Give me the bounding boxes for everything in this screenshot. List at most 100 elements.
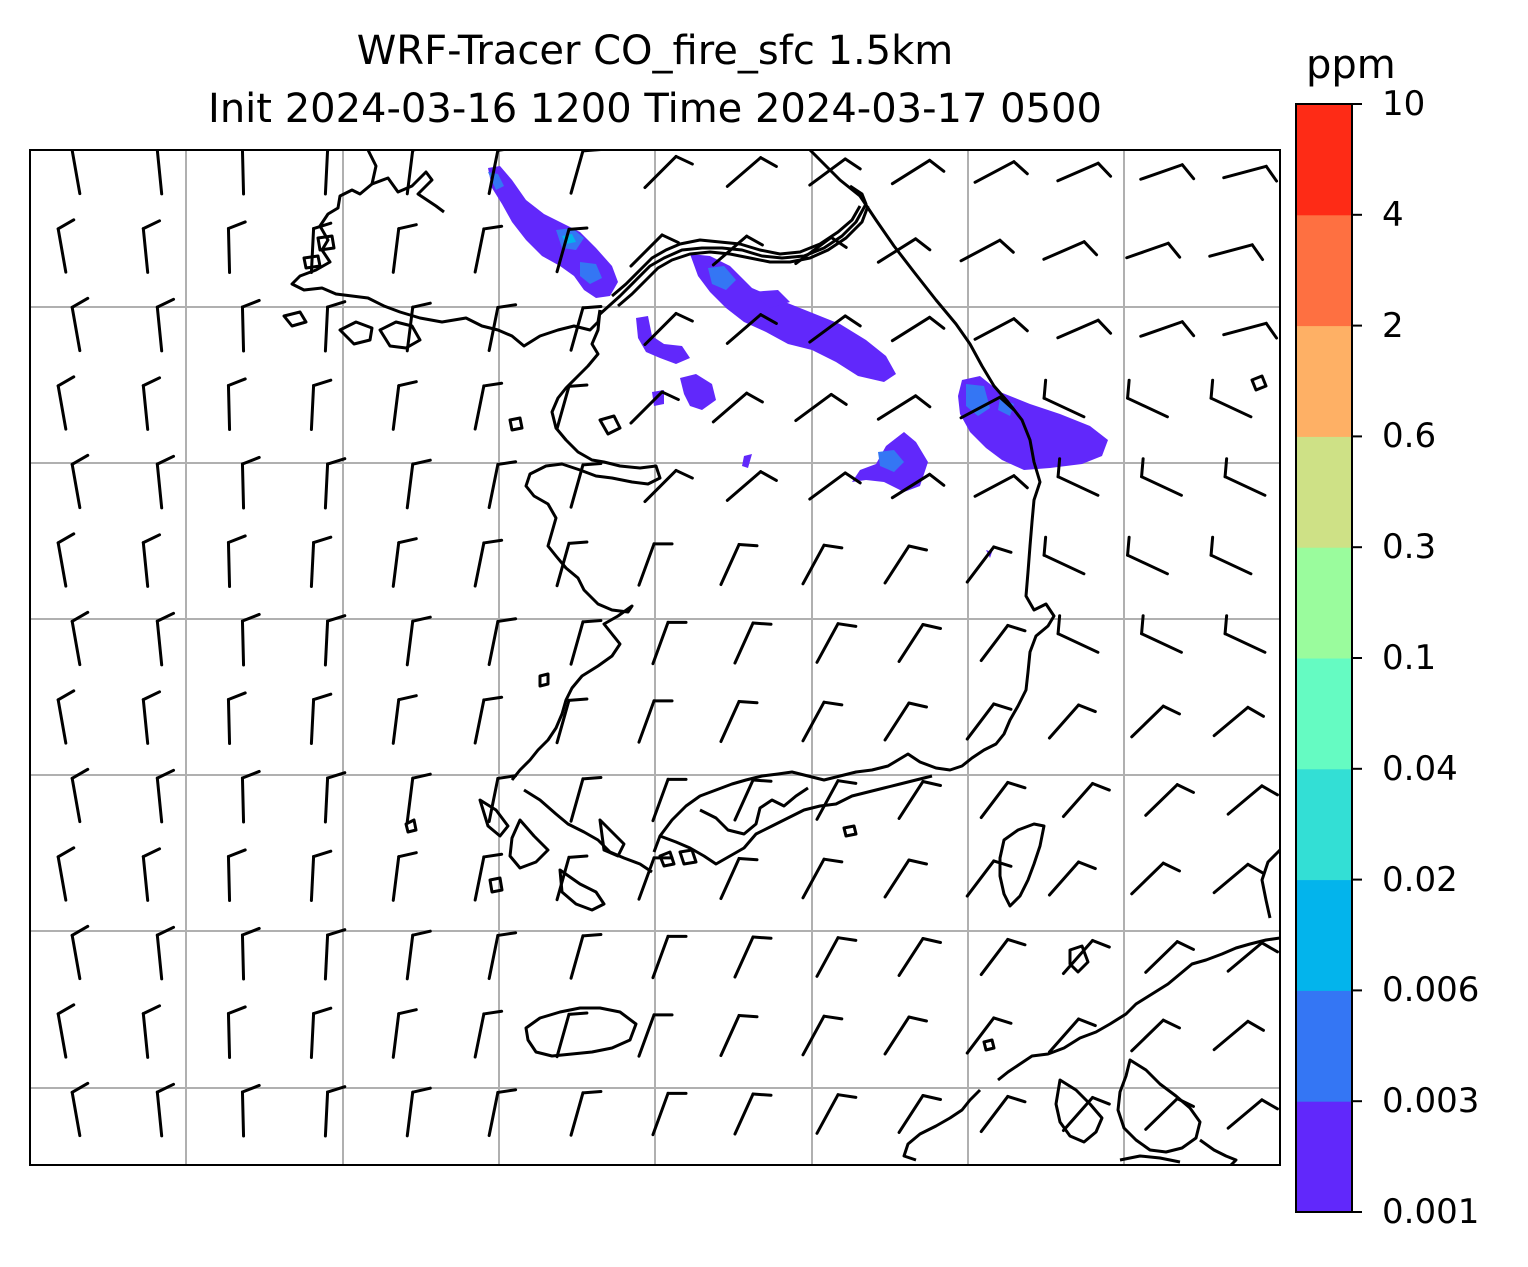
wind-barb: [226, 220, 247, 274]
wind-barb: [725, 313, 778, 345]
wind-barb: [323, 300, 347, 353]
colorbar-band: [1296, 1101, 1352, 1213]
coastline: [902, 1088, 982, 1162]
coastline: [524, 1006, 638, 1058]
wind-barb-feather: [1077, 703, 1097, 714]
wind-barb-shaft: [815, 622, 840, 664]
wind-barb: [637, 856, 674, 901]
wind-barb-feather: [829, 235, 848, 249]
wind-barb: [651, 620, 688, 666]
wind-barb: [1056, 457, 1100, 497]
wind-barb-shaft: [1208, 243, 1254, 258]
wind-barb: [1042, 378, 1086, 419]
wind-barb: [391, 694, 418, 745]
wind-barb: [815, 936, 858, 978]
wind-barb: [569, 618, 603, 666]
wind-barb: [1130, 1018, 1181, 1053]
wind-barb-shaft: [897, 623, 925, 663]
coastline: [404, 818, 418, 834]
colorbar-tick-label: 0.04: [1382, 748, 1458, 789]
wind-barb-feather: [240, 455, 261, 466]
wind-barb-shaft: [155, 933, 164, 981]
wind-barb-shaft: [70, 776, 82, 824]
wind-barb-feather: [155, 150, 161, 152]
wind-barb-shaft: [569, 306, 585, 352]
wind-barb-feather: [907, 1015, 928, 1023]
wind-barb-feather: [1223, 457, 1229, 479]
wind-barb-feather: [907, 858, 928, 866]
wind-barb-feather: [155, 454, 176, 466]
wind-barb: [56, 689, 76, 745]
wind-barb: [70, 767, 90, 824]
wind-barb-feather: [660, 390, 680, 402]
wind-barb-feather: [141, 847, 162, 859]
wind-barb: [226, 534, 247, 588]
wind-barb-feather: [737, 1013, 759, 1019]
wind-barb-feather: [1077, 860, 1097, 871]
wind-barb-feather: [326, 300, 347, 309]
wind-barb-shaft: [1042, 553, 1086, 576]
wind-barb-feather: [326, 1085, 347, 1094]
wind-barb-shaft: [1042, 396, 1086, 419]
colorbar-band: [1296, 879, 1352, 991]
wind-barb-feather: [1140, 457, 1145, 479]
wind-barb-shaft: [391, 384, 401, 431]
wind-barb: [897, 780, 942, 820]
wind-barb-feather: [482, 695, 504, 702]
wind-barb-feather: [240, 926, 261, 937]
wind-barb-shaft: [555, 227, 571, 274]
coastline: [282, 310, 308, 328]
wind-barb-shaft: [405, 933, 415, 981]
coastline: [378, 320, 422, 350]
wind-barb: [405, 301, 432, 353]
wind-barb-feather: [567, 697, 589, 702]
wind-barb-feather: [411, 1086, 432, 1094]
wind-barb-shaft: [487, 150, 500, 196]
wind-barb: [719, 699, 759, 744]
wind-barb: [1212, 862, 1265, 895]
wind-barb-shaft: [323, 150, 330, 196]
wind-barb-shaft: [569, 150, 585, 195]
wind-barb-shaft: [155, 619, 164, 667]
wind-barb-feather: [397, 1008, 418, 1016]
wind-barb: [70, 610, 90, 667]
wind-barb: [1047, 1017, 1097, 1054]
wind-barb: [651, 1091, 688, 1137]
coastline: [658, 850, 676, 868]
wind-barb: [1209, 535, 1253, 576]
wind-barb: [1126, 378, 1169, 419]
wind-barb-shaft: [487, 776, 500, 824]
wind-barb-shaft: [637, 856, 656, 901]
wind-barb: [979, 780, 1027, 820]
colorbar-tick-label: 0.003: [1382, 1081, 1480, 1122]
wind-barb-shaft: [1130, 1018, 1165, 1053]
wind-barb-feather: [1209, 535, 1215, 557]
wind-barb-shaft: [226, 698, 232, 745]
wind-barb-shaft: [733, 935, 755, 979]
wind-barb-shaft: [1222, 164, 1268, 180]
wind-barb-feather: [836, 622, 858, 628]
wind-barb-feather: [836, 779, 858, 785]
wind-barb-shaft: [733, 1092, 755, 1136]
wind-barb-feather: [1246, 862, 1265, 875]
wind-barb-feather: [567, 854, 589, 859]
wind-barb-feather: [998, 395, 1015, 411]
coastline: [488, 876, 504, 894]
wind-barb-shaft: [405, 776, 415, 824]
wind-barb: [725, 470, 778, 502]
wind-barb: [555, 226, 589, 274]
wind-barb-feather: [155, 1082, 176, 1094]
wind-barb-shaft: [240, 776, 246, 824]
wind-barb-feather: [155, 297, 176, 309]
wind-barb-feather: [496, 617, 518, 623]
wind-barb-feather: [1250, 243, 1265, 262]
wind-barb-shaft: [405, 305, 415, 353]
plume-area: [878, 450, 904, 472]
wind-barb: [801, 700, 844, 743]
coastline: [617, 205, 870, 308]
wind-barb-shaft: [323, 305, 330, 353]
wind-barb-feather: [1042, 378, 1048, 400]
wind-barb-feather: [1260, 941, 1279, 954]
wind-barb: [487, 460, 518, 510]
wind-barb: [569, 304, 603, 352]
